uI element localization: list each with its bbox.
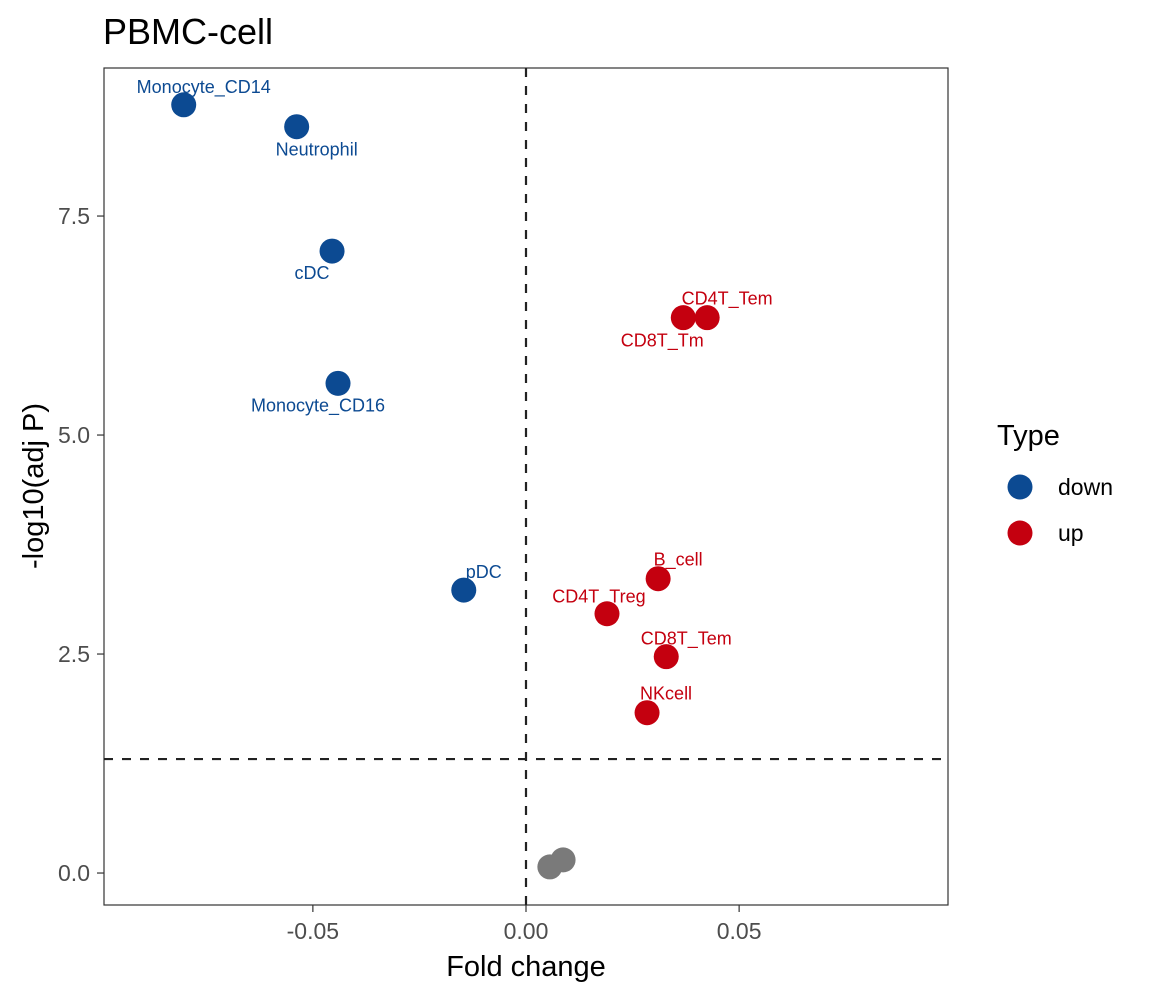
- data-point: [325, 370, 351, 396]
- legend-key-up: [1007, 520, 1033, 546]
- data-point: [451, 577, 477, 603]
- axis-ticks: -0.05 0.00 0.05 0.0 2.5 5.0 7.5: [58, 203, 761, 944]
- data-point: [645, 566, 671, 592]
- point-label: CD8T_Tem: [641, 629, 732, 650]
- plot-panel: [103, 67, 949, 906]
- data-point: [653, 644, 679, 670]
- y-axis-title: -log10(adj P): [18, 403, 50, 569]
- point-label: CD8T_Tm: [621, 331, 704, 352]
- point-label: Neutrophil: [276, 140, 358, 160]
- point-label: Monocyte_CD14: [137, 77, 271, 98]
- legend-title: Type: [997, 420, 1060, 452]
- y-tick-label: 2.5: [58, 641, 90, 667]
- data-point: [594, 601, 620, 627]
- x-tick-label: 0.00: [504, 918, 549, 944]
- chart-title: PBMC-cell: [103, 11, 273, 52]
- legend-key-down: [1007, 474, 1033, 500]
- x-tick-label: 0.05: [717, 918, 762, 944]
- legend: Type down up: [997, 420, 1113, 546]
- data-points: [171, 92, 720, 880]
- point-label: CD4T_Treg: [552, 587, 645, 608]
- x-axis-title: Fold change: [446, 951, 606, 983]
- point-label: CD4T_Tem: [682, 289, 773, 310]
- data-point: [284, 114, 310, 140]
- data-point: [634, 700, 660, 726]
- point-label: pDC: [466, 562, 502, 582]
- point-label: Monocyte_CD16: [251, 395, 385, 416]
- data-point: [550, 847, 576, 873]
- x-tick-label: -0.05: [287, 918, 339, 944]
- legend-label-down: down: [1058, 474, 1113, 500]
- point-label: NKcell: [640, 684, 692, 704]
- legend-label-up: up: [1058, 520, 1084, 546]
- point-label: B_cell: [654, 550, 703, 571]
- point-labels: Monocyte_CD14 Neutrophil cDC Monocyte_CD16p…: [137, 77, 773, 704]
- y-tick-label: 5.0: [58, 422, 90, 448]
- data-point: [670, 305, 696, 331]
- y-tick-label: 7.5: [58, 203, 90, 229]
- y-tick-label: 0.0: [58, 860, 90, 886]
- data-point: [319, 238, 345, 264]
- data-point: [171, 92, 197, 118]
- point-label: cDC: [295, 263, 330, 283]
- data-point: [694, 305, 720, 331]
